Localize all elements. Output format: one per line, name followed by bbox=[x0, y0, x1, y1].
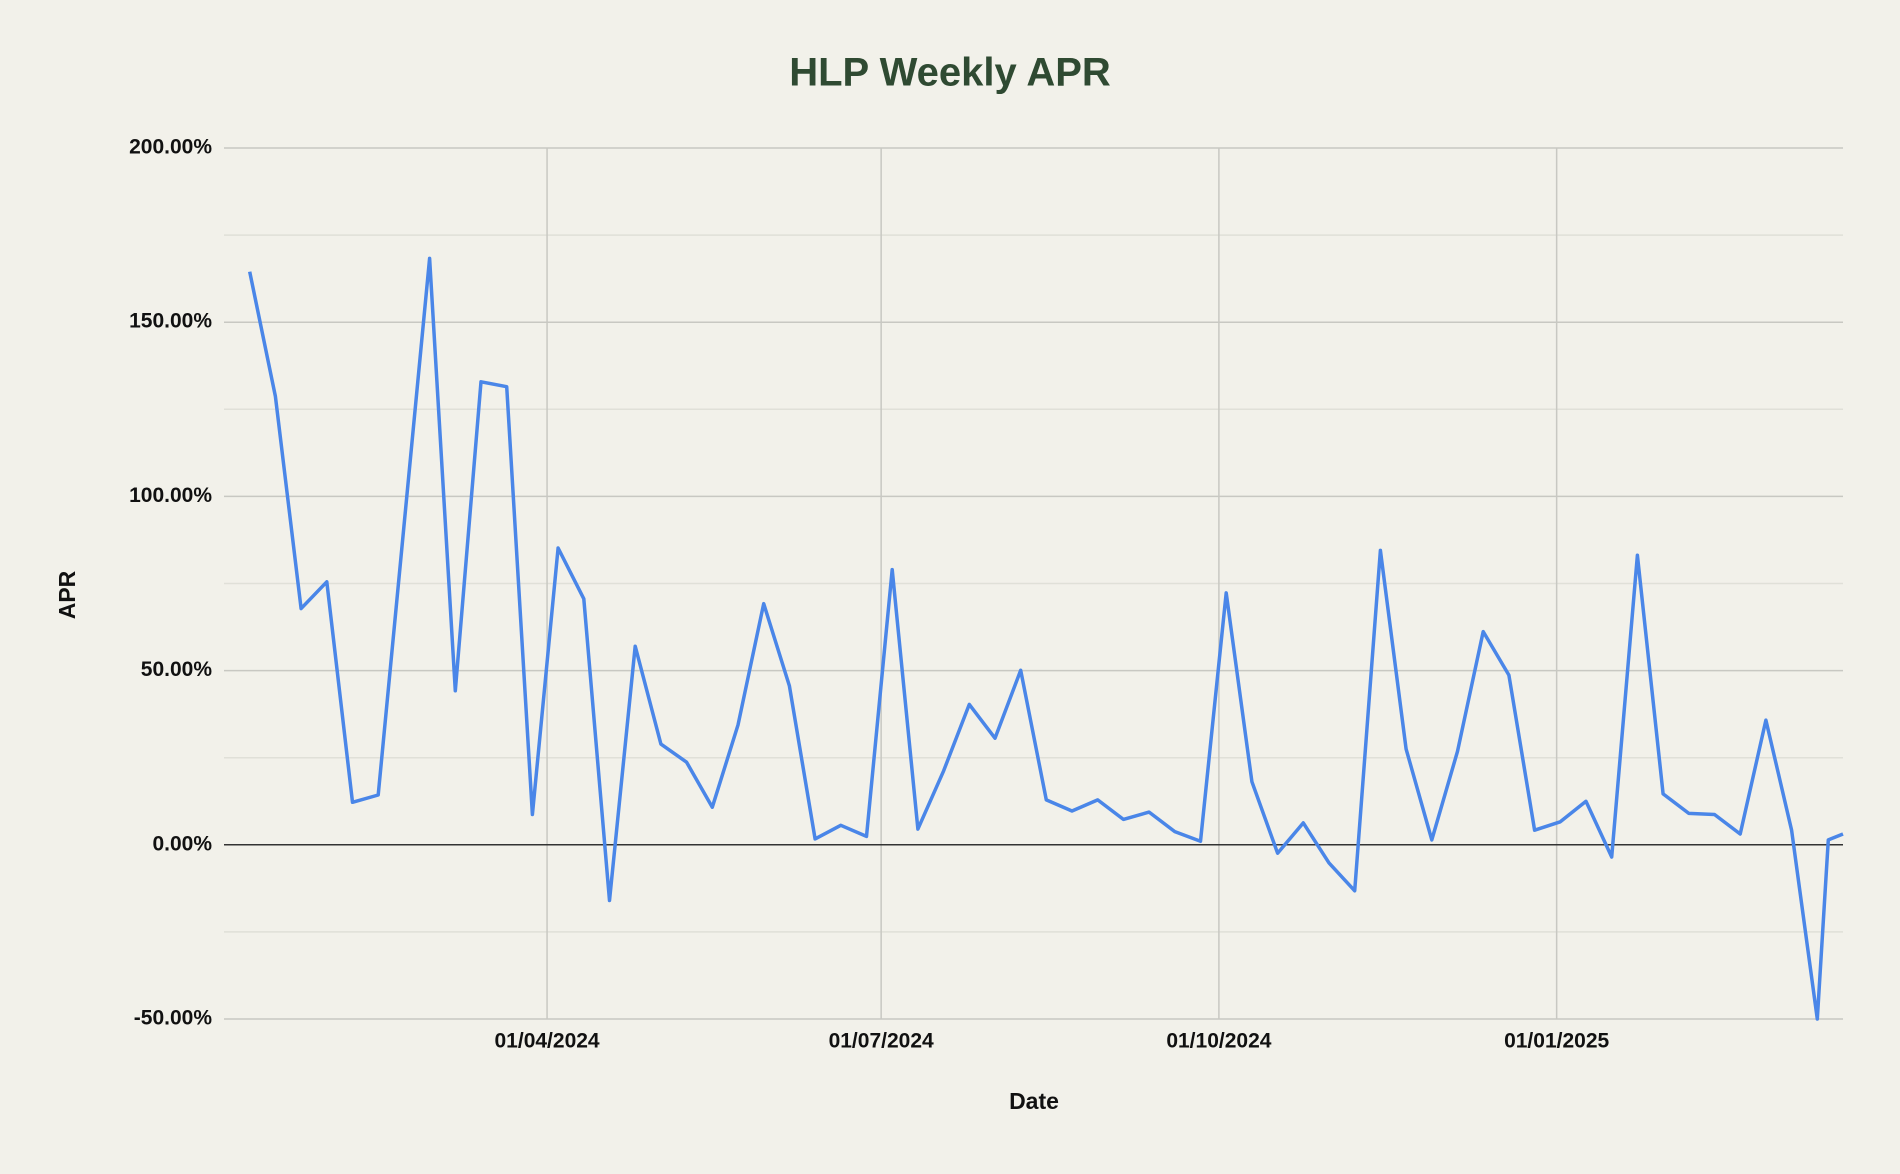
y-tick-label: 50.00% bbox=[141, 658, 213, 681]
y-tick-label: 200.00% bbox=[129, 136, 212, 159]
chart-title: HLP Weekly APR bbox=[789, 51, 1111, 95]
data-line bbox=[247, 256, 1844, 1021]
x-tick-label: 01/01/2025 bbox=[1504, 1030, 1609, 1053]
x-axis-label: Date bbox=[1009, 1088, 1059, 1114]
y-tick-label: -50.00% bbox=[134, 1007, 213, 1030]
y-tick-label: 100.00% bbox=[129, 484, 212, 507]
y-tick-label: 150.00% bbox=[129, 310, 212, 333]
x-tick-label: 01/04/2024 bbox=[495, 1030, 600, 1053]
x-tick-label: 01/10/2024 bbox=[1166, 1030, 1271, 1053]
y-axis-label: APR bbox=[54, 570, 80, 619]
y-tick-label: 0.00% bbox=[152, 832, 212, 855]
x-tick-label: 01/07/2024 bbox=[829, 1030, 934, 1053]
